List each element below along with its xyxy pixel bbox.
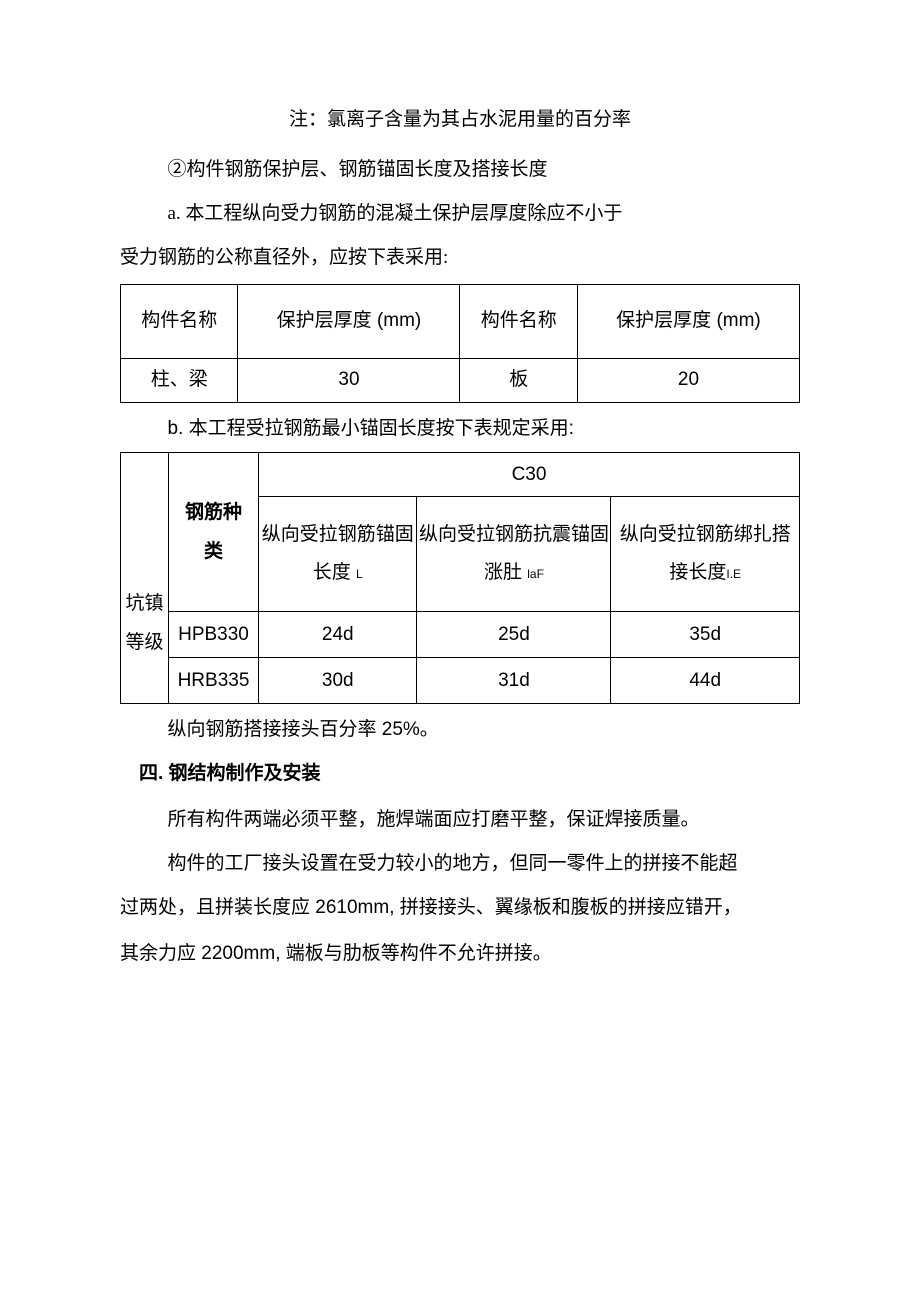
table2-cell: 25d [417, 612, 611, 658]
col1-sub: L [356, 567, 363, 581]
table2-left-label: 坑镇 等级 [121, 453, 169, 704]
table1-header-4: 保护层厚度 (mm) [577, 284, 799, 358]
col1-text: 纵向受拉钢筋锚固长度 [262, 524, 414, 583]
chloride-note: 注：氯离子含量为其占水泥用量的百分率 [120, 100, 800, 140]
table2-col3-header: 纵向受拉钢筋绑扎搭接长度I.E [611, 497, 800, 612]
item-a-line2: 受力钢筋的公称直径外，应按下表采用: [120, 238, 800, 278]
para1: 所有构件两端必须平整，施焊端面应打磨平整，保证焊接质量。 [120, 800, 800, 840]
table1-cell: 柱、梁 [121, 358, 238, 402]
section-2-heading: ②构件钢筋保护层、钢筋锚固长度及搭接长度 [120, 150, 800, 190]
table2-cell: 24d [259, 612, 417, 658]
type-label-1: 钢筋种 [185, 502, 242, 523]
table2-cell: 30d [259, 658, 417, 704]
table1-cell: 20 [577, 358, 799, 402]
col3-text: 纵向受拉钢筋绑扎搭接长度 [620, 524, 791, 583]
table1-header-1: 构件名称 [121, 284, 238, 358]
table-row: HRB335 30d 31d 44d [121, 658, 800, 704]
item-a-line1: a. 本工程纵向受力钢筋的混凝土保护层厚度除应不小于 [120, 194, 800, 234]
cover-thickness-table: 构件名称 保护层厚度 (mm) 构件名称 保护层厚度 (mm) 柱、梁 30 板… [120, 284, 800, 403]
para2-line1: 构件的工厂接头设置在受力较小的地方，但同一零件上的拼接不能超 [120, 844, 800, 884]
table1-header-2: 保护层厚度 (mm) [238, 284, 460, 358]
table2-cell: 31d [417, 658, 611, 704]
table1-cell: 板 [460, 358, 577, 402]
table2-c30-header: C30 [259, 453, 800, 497]
table-row: 柱、梁 30 板 20 [121, 358, 800, 402]
rebar-type-cell: HRB335 [169, 658, 259, 704]
rebar-type-cell: HPB330 [169, 612, 259, 658]
table2-cell: 44d [611, 658, 800, 704]
table2-type-header: 钢筋种 类 [169, 453, 259, 612]
overlap-percent-note: 纵向钢筋搭接接头百分率 25%。 [120, 710, 800, 750]
para2-line2: 过两处，且拼装长度应 2610mm, 拼接接头、翼缘板和腹板的拼接应错开， [120, 888, 800, 928]
col2-sub: laF [527, 567, 544, 581]
left-label-1: 坑镇 [125, 593, 163, 614]
type-label-2: 类 [204, 541, 223, 562]
table2-col2-header: 纵向受拉钢筋抗震锚固涨肚 laF [417, 497, 611, 612]
table2-cell: 35d [611, 612, 800, 658]
col2-text: 纵向受拉钢筋抗震锚固涨肚 [419, 524, 609, 583]
table-row: 构件名称 保护层厚度 (mm) 构件名称 保护层厚度 (mm) [121, 284, 800, 358]
col3-sub: I.E [726, 567, 741, 581]
table1-cell: 30 [238, 358, 460, 402]
table2-col1-header: 纵向受拉钢筋锚固长度 L [259, 497, 417, 612]
item-b-line: b. 本工程受拉钢筋最小锚固长度按下表规定采用: [120, 409, 800, 449]
table-row: 坑镇 等级 钢筋种 类 C30 [121, 453, 800, 497]
table-row: HPB330 24d 25d 35d [121, 612, 800, 658]
para2-line3: 其余力应 2200mm, 端板与肋板等构件不允许拼接。 [120, 934, 800, 974]
table1-header-3: 构件名称 [460, 284, 577, 358]
section-4-heading: 四. 钢结构制作及安装 [120, 754, 800, 794]
anchorage-length-table: 坑镇 等级 钢筋种 类 C30 纵向受拉钢筋锚固长度 L 纵向受拉钢筋抗震锚固涨… [120, 452, 800, 704]
left-label-2: 等级 [125, 632, 163, 653]
